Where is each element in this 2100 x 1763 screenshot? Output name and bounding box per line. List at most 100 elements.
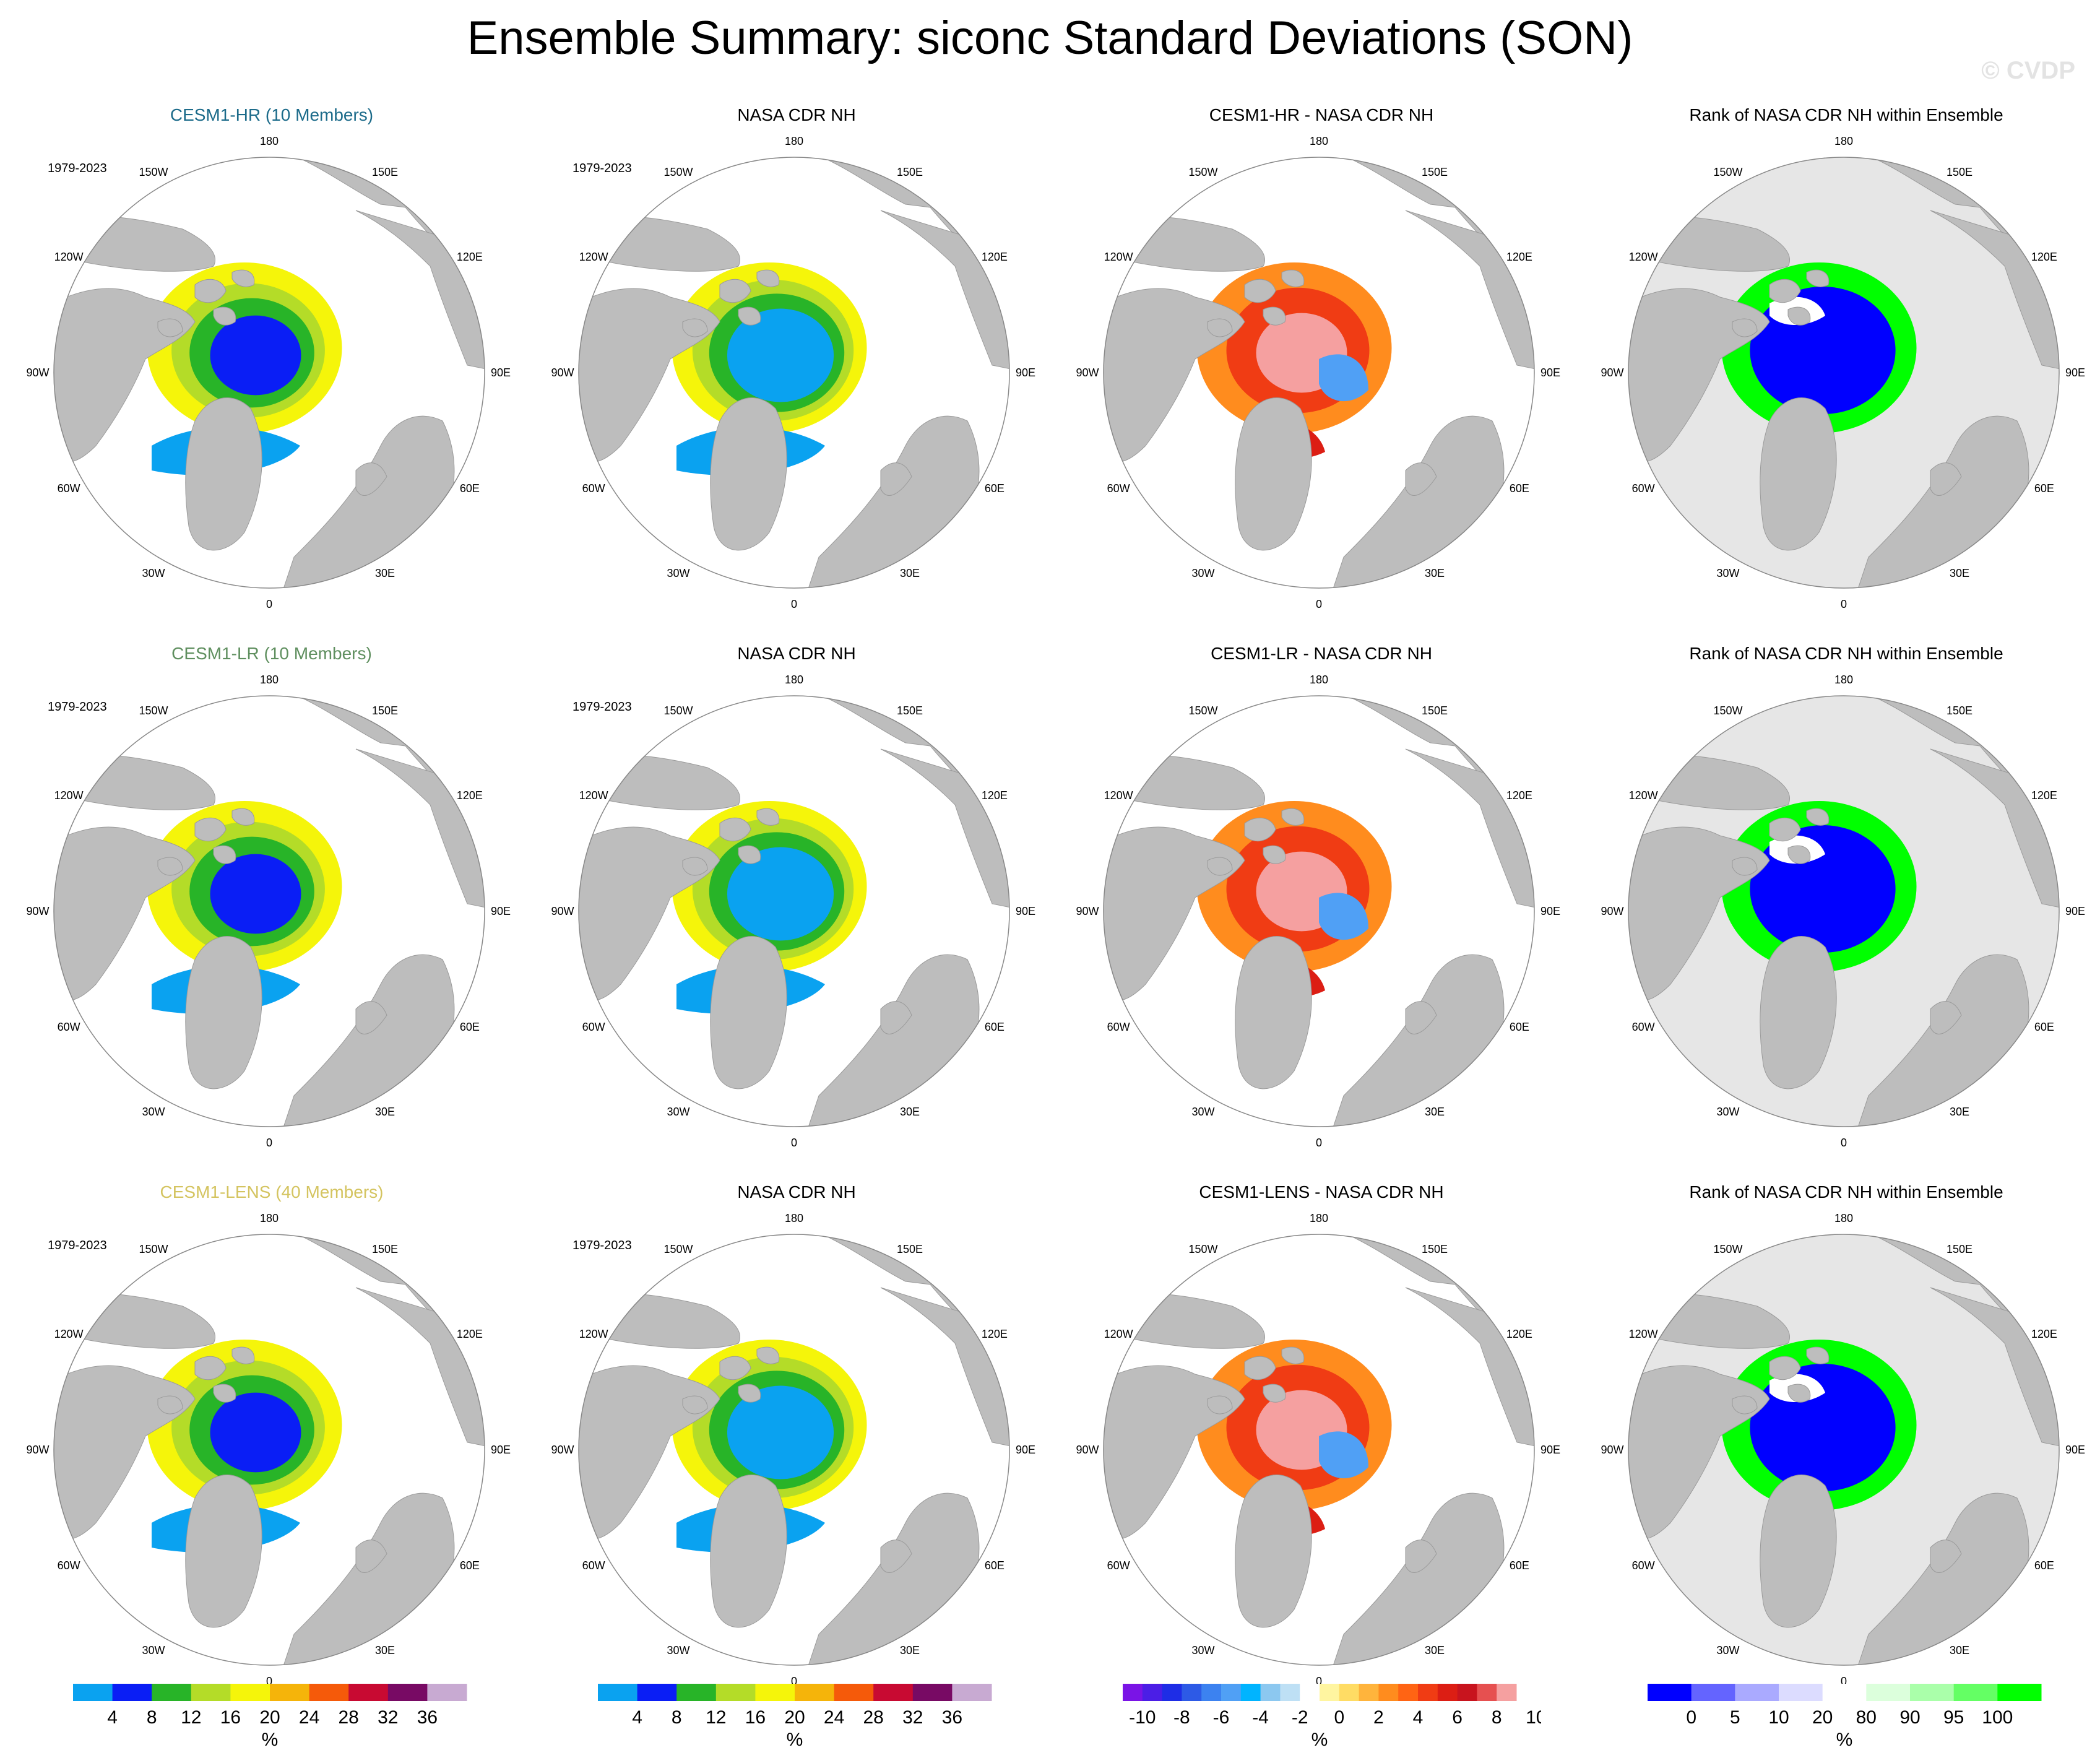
colorbar-box <box>1280 1684 1300 1701</box>
land-mass <box>756 808 780 826</box>
polar-map: 180 150E 120E 90E 60E 30E 0 30W 60W 90W 120W 150W <box>1601 674 2085 1149</box>
polar-map: 180 150E 120E 90E 60E 30E 0 30W 60W 90W 120W 150W <box>1601 1212 2085 1687</box>
map-panel: CESM1-LENS - NASA CDR NH 180 150E 120E 90E 60… <box>1059 1176 1584 1715</box>
longitude-label: 150W <box>1188 1243 1217 1255</box>
map-boundary <box>578 695 1010 1127</box>
longitude-label: 90E <box>491 366 511 379</box>
land-mass <box>157 857 183 876</box>
longitude-label: 60W <box>58 1021 80 1033</box>
longitude-label: 30E <box>375 567 395 579</box>
colorbar-tick-label: 32 <box>378 1707 398 1728</box>
longitude-label: 60W <box>1632 482 1655 495</box>
land-mass <box>1760 936 1837 1089</box>
longitude-label: 90W <box>551 1444 574 1456</box>
longitude-label: 60W <box>1107 1559 1130 1572</box>
colorbar-box <box>348 1684 389 1701</box>
longitude-label: 120W <box>579 789 608 802</box>
panel-title: CESM1-LENS - NASA CDR NH <box>1199 1182 1444 1202</box>
land-mass <box>1207 318 1233 337</box>
colorbar-box <box>1162 1684 1182 1701</box>
colorbar-box <box>1477 1684 1497 1701</box>
longitude-label: 120E <box>982 251 1008 263</box>
colorbar-box <box>912 1684 953 1701</box>
colorbar-tick-label: 0 <box>1686 1707 1696 1728</box>
colorbar-box <box>755 1684 795 1701</box>
land-mass <box>880 1001 912 1034</box>
colorbar-graphic: -10 -8 -6 -4 -2 0 2 4 6 8 10% <box>1123 1684 1546 1750</box>
longitude-label: 90W <box>551 366 574 379</box>
longitude-label: 60E <box>2034 1021 2054 1033</box>
longitude-label: 150E <box>1947 704 1973 717</box>
land-mass <box>1769 1356 1801 1380</box>
colorbar: -10 -8 -6 -4 -2 0 2 4 6 8 10% <box>1123 1684 1546 1761</box>
longitude-label: 120E <box>457 251 483 263</box>
sea-ice-field <box>71 1340 342 1553</box>
land-mass <box>1207 1395 1233 1414</box>
land-mass <box>1769 279 1801 303</box>
longitude-label: 60W <box>1107 1021 1130 1033</box>
land-mass <box>880 462 912 496</box>
longitude-label: 120E <box>457 1328 483 1340</box>
colorbar-box <box>1910 1684 1955 1701</box>
longitude-label: 60W <box>582 1559 605 1572</box>
longitude-label: 30W <box>142 1106 165 1118</box>
land-mass <box>194 817 227 842</box>
longitude-label: 30E <box>1950 1644 1969 1657</box>
colorbar-tick-label: 4 <box>632 1707 642 1728</box>
longitude-label: 120W <box>1104 1328 1133 1340</box>
longitude-label: 120W <box>1629 789 1658 802</box>
colorbar-box <box>112 1684 152 1701</box>
colorbar-unit: % <box>1311 1730 1328 1750</box>
longitude-label: 30E <box>375 1644 395 1657</box>
longitude-label: 150E <box>1422 166 1448 178</box>
longitude-label: 90E <box>2065 905 2085 917</box>
colorbar-graphic: 0 5 10 20 80 90 95 100% <box>1648 1684 2042 1750</box>
land-mass <box>738 1384 761 1403</box>
longitude-label: 30E <box>375 1106 395 1118</box>
colorbar-tick-label: -6 <box>1213 1707 1230 1728</box>
longitude-label: 30W <box>1191 1106 1214 1118</box>
land-mass <box>213 845 236 864</box>
land-mass <box>738 845 761 864</box>
land-mass <box>355 1540 387 1573</box>
colorbar-tick-label: 8 <box>1492 1707 1502 1728</box>
colorbar-tick-label: 10 <box>1526 1707 1541 1728</box>
longitude-label: 60E <box>2034 482 2054 495</box>
longitude-label: 150E <box>897 166 923 178</box>
longitude-label: 0 <box>791 598 797 610</box>
land-mass <box>682 318 708 337</box>
colorbar-graphic: 4 8 12 16 20 24 28 32 36% <box>73 1684 467 1750</box>
longitude-label: 180 <box>1310 1212 1328 1224</box>
period-label: 1979-2023 <box>48 1239 107 1252</box>
map-panel: CESM1-HR (10 Members) 180 150E 120E 90E 60E 30… <box>9 99 534 638</box>
longitude-label: 120W <box>1104 251 1133 263</box>
map-boundary <box>578 1234 1010 1666</box>
colorbar-box <box>1822 1684 1867 1701</box>
longitude-label: 180 <box>1834 135 1853 147</box>
longitude-label: 30W <box>1716 567 1739 579</box>
panel-title: CESM1-HR (10 Members) <box>170 105 374 124</box>
map-panel: Rank of NASA CDR NH within Ensemble 180 15… <box>1584 99 2100 638</box>
sea-ice-field <box>1721 801 1917 972</box>
longitude-label: 120E <box>2031 1328 2057 1340</box>
longitude-label: 90E <box>1016 366 1035 379</box>
colorbar-unit: % <box>262 1730 279 1750</box>
colorbar-box <box>427 1684 467 1701</box>
land-mass <box>1235 1475 1312 1628</box>
colorbar-tick-label: 100 <box>1982 1707 2013 1728</box>
land-mass <box>1806 808 1830 826</box>
panel-title: CESM1-LENS (40 Members) <box>160 1182 384 1202</box>
land-mass <box>738 306 761 326</box>
longitude-label: 180 <box>785 135 803 147</box>
colorbar-tick-label: -2 <box>1292 1707 1308 1728</box>
colorbar-tick-label: 10 <box>1768 1707 1789 1728</box>
longitude-label: 150W <box>663 704 693 717</box>
colorbar-tick-label: 20 <box>1812 1707 1833 1728</box>
land-mass <box>1732 318 1758 337</box>
colorbar-tick-label: -10 <box>1129 1707 1156 1728</box>
colorbar-tick-label: 16 <box>745 1707 766 1728</box>
land-mass <box>1263 306 1286 326</box>
map-boundary <box>578 157 1010 589</box>
polar-map: 180 150E 120E 90E 60E 30E 0 30W 60W 90W 120W 150W 19… <box>551 135 1035 610</box>
longitude-label: 60E <box>1510 482 1529 495</box>
